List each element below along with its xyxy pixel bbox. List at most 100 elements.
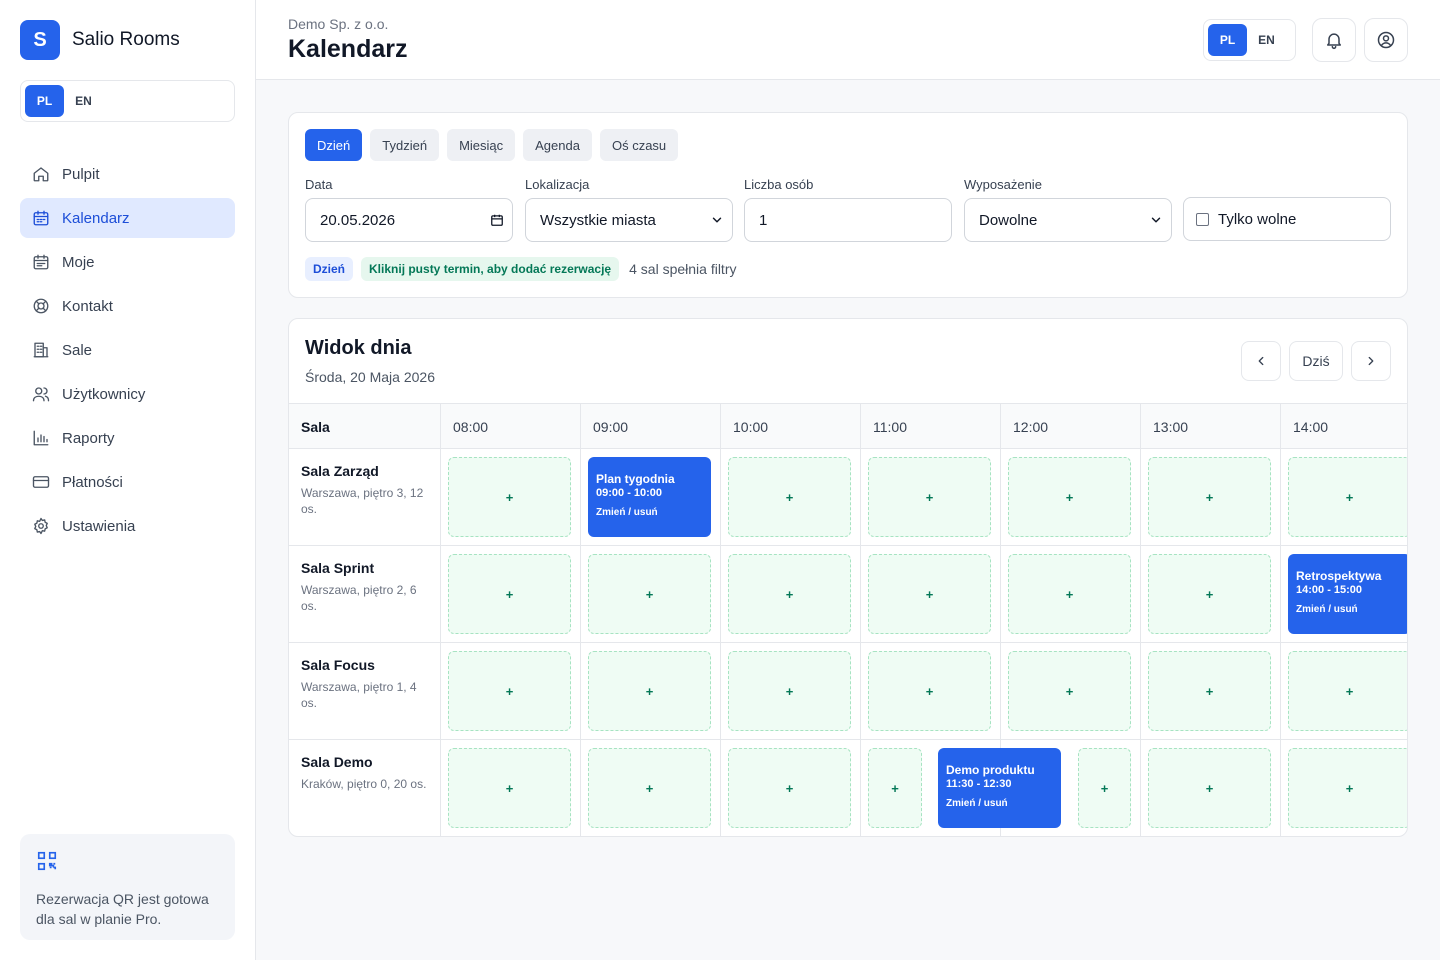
gear-icon xyxy=(34,517,48,535)
empty-slot[interactable]: + xyxy=(868,651,991,731)
sidebar-item-label: Kontakt xyxy=(62,297,113,315)
next-day-button[interactable] xyxy=(1351,341,1391,381)
sidebar-item-platnosci[interactable]: Płatności xyxy=(20,462,235,502)
lang-pl-button[interactable]: PL xyxy=(25,85,64,117)
sidebar-item-moje[interactable]: Moje xyxy=(20,242,235,282)
building-icon xyxy=(33,342,49,358)
location-field: Lokalizacja Wszystkie miasta xyxy=(525,177,733,242)
sidebar-item-uzytkownicy[interactable]: Użytkownicy xyxy=(20,374,235,414)
booking-card[interactable]: Retrospektywa 14:00 - 15:00 Zmień / usuń xyxy=(1288,554,1407,634)
room-row: Sala Sprint Warszawa, piętro 2, 6 os. + … xyxy=(289,546,1407,643)
people-input[interactable]: 1 xyxy=(744,198,952,242)
empty-slot[interactable]: + xyxy=(728,748,851,828)
tab-day[interactable]: Dzień xyxy=(305,129,363,161)
empty-slot[interactable]: + xyxy=(1008,554,1131,634)
empty-slot[interactable]: + xyxy=(728,554,851,634)
prev-day-button[interactable] xyxy=(1241,341,1281,381)
qr-code-icon xyxy=(37,851,57,871)
hour-header: 09:00 xyxy=(580,404,720,449)
empty-slot[interactable]: + xyxy=(868,457,991,537)
filter-summary: Dzień Kliknij pusty termin, aby dodać re… xyxy=(305,257,737,281)
calendar-picker-icon[interactable] xyxy=(490,213,504,227)
chevron-down-icon xyxy=(712,217,722,223)
brand-name: Salio Rooms xyxy=(72,29,180,50)
sidebar-item-raporty[interactable]: Raporty xyxy=(20,418,235,458)
empty-slot[interactable]: + xyxy=(1288,457,1407,537)
sidebar-item-ustawienia[interactable]: Ustawienia xyxy=(20,506,235,546)
today-button[interactable]: Dziś xyxy=(1289,341,1343,381)
booking-edit-link[interactable]: Zmień / usuń xyxy=(596,507,658,518)
date-label: Data xyxy=(305,177,333,192)
room-name: Sala Focus xyxy=(301,657,375,673)
empty-slot[interactable]: + xyxy=(868,748,922,828)
empty-slot[interactable]: + xyxy=(868,554,991,634)
equipment-select[interactable]: Dowolne xyxy=(964,198,1172,242)
hour-header: 13:00 xyxy=(1140,404,1280,449)
empty-slot[interactable]: + xyxy=(448,748,571,828)
empty-slot[interactable]: + xyxy=(448,651,571,731)
empty-slot[interactable]: + xyxy=(728,651,851,731)
empty-slot[interactable]: + xyxy=(1148,554,1271,634)
only-free-checkbox[interactable] xyxy=(1196,212,1209,226)
notifications-button[interactable] xyxy=(1312,18,1356,62)
brand[interactable]: S Salio Rooms xyxy=(20,20,180,60)
empty-slot[interactable]: + xyxy=(1148,651,1271,731)
sidebar-item-label: Moje xyxy=(62,253,95,271)
qr-promo-text: Rezerwacja QR jest gotowa dla sal w plan… xyxy=(36,891,209,927)
empty-slot[interactable]: + xyxy=(588,554,711,634)
tab-month[interactable]: Miesiąc xyxy=(447,129,516,161)
sidebar-item-sale[interactable]: Sale xyxy=(20,330,235,370)
empty-slot[interactable]: + xyxy=(1008,457,1131,537)
booking-title: Demo produktu xyxy=(946,763,1035,777)
room-cell: Sala Demo Kraków, piętro 0, 20 os. xyxy=(289,740,440,836)
lang-en-button[interactable]: EN xyxy=(1258,33,1275,47)
chevron-left-icon xyxy=(1258,356,1264,366)
location-value: Wszystkie miasta xyxy=(540,211,656,229)
empty-slot[interactable]: + xyxy=(1078,748,1131,828)
tab-timeline[interactable]: Oś czasu xyxy=(599,129,679,161)
empty-slot[interactable]: + xyxy=(1288,651,1407,731)
day-view-date: Środa, 20 Maja 2026 xyxy=(305,369,435,385)
date-field: Data 20.05.2026 xyxy=(305,177,513,242)
empty-slot[interactable]: + xyxy=(1148,748,1271,828)
sidebar-item-kalendarz[interactable]: Kalendarz xyxy=(20,198,235,238)
sidebar-item-label: Sale xyxy=(62,341,93,359)
empty-slot[interactable]: + xyxy=(448,457,571,537)
booking-time: 11:30 - 12:30 xyxy=(946,778,1012,790)
sidebar-item-pulpit[interactable]: Pulpit xyxy=(20,154,235,194)
booking-edit-link[interactable]: Zmień / usuń xyxy=(946,798,1008,809)
match-count: 4 sal spełnia filtry xyxy=(629,261,737,277)
empty-slot[interactable]: + xyxy=(1008,651,1131,731)
empty-slot[interactable]: + xyxy=(1148,457,1271,537)
empty-slot[interactable]: + xyxy=(448,554,571,634)
people-label: Liczba osób xyxy=(744,177,814,192)
room-cell: Sala Zarząd Warszawa, piętro 3, 12 os. xyxy=(289,449,440,545)
people-field: Liczba osób 1 xyxy=(744,177,952,242)
credit-card-icon xyxy=(32,476,50,488)
lang-pl-button[interactable]: PL xyxy=(1208,24,1247,56)
room-row: Sala Zarząd Warszawa, piętro 3, 12 os. +… xyxy=(289,449,1407,546)
booking-edit-link[interactable]: Zmień / usuń xyxy=(1296,604,1358,615)
account-button[interactable] xyxy=(1364,18,1408,62)
empty-slot[interactable]: + xyxy=(588,651,711,731)
hour-header: 12:00 xyxy=(1000,404,1140,449)
lang-en-button[interactable]: EN xyxy=(75,94,92,108)
date-input[interactable]: 20.05.2026 xyxy=(305,198,513,242)
room-info: Warszawa, piętro 1, 4 os. xyxy=(301,680,417,710)
sidebar-item-kontakt[interactable]: Kontakt xyxy=(20,286,235,326)
room-cell: Sala Sprint Warszawa, piętro 2, 6 os. xyxy=(289,546,440,642)
booking-card[interactable]: Demo produktu 11:30 - 12:30 Zmień / usuń xyxy=(938,748,1061,828)
empty-slot[interactable]: + xyxy=(588,748,711,828)
location-select[interactable]: Wszystkie miasta xyxy=(525,198,733,242)
room-row: Sala Demo Kraków, piętro 0, 20 os. + + +… xyxy=(289,740,1407,836)
sidebar: S Salio Rooms PL EN Pulpit Kalendarz Moj… xyxy=(0,0,256,960)
home-icon xyxy=(33,167,49,182)
only-free-toggle[interactable]: Tylko wolne xyxy=(1183,197,1391,241)
tab-agenda[interactable]: Agenda xyxy=(523,129,592,161)
empty-slot[interactable]: + xyxy=(728,457,851,537)
booking-card[interactable]: Plan tygodnia 09:00 - 10:00 Zmień / usuń xyxy=(588,457,711,537)
room-info: Warszawa, piętro 3, 12 os. xyxy=(301,486,424,516)
empty-slot[interactable]: + xyxy=(1288,748,1407,828)
tab-week[interactable]: Tydzień xyxy=(370,129,440,161)
room-cell: Sala Focus Warszawa, piętro 1, 4 os. xyxy=(289,643,440,739)
